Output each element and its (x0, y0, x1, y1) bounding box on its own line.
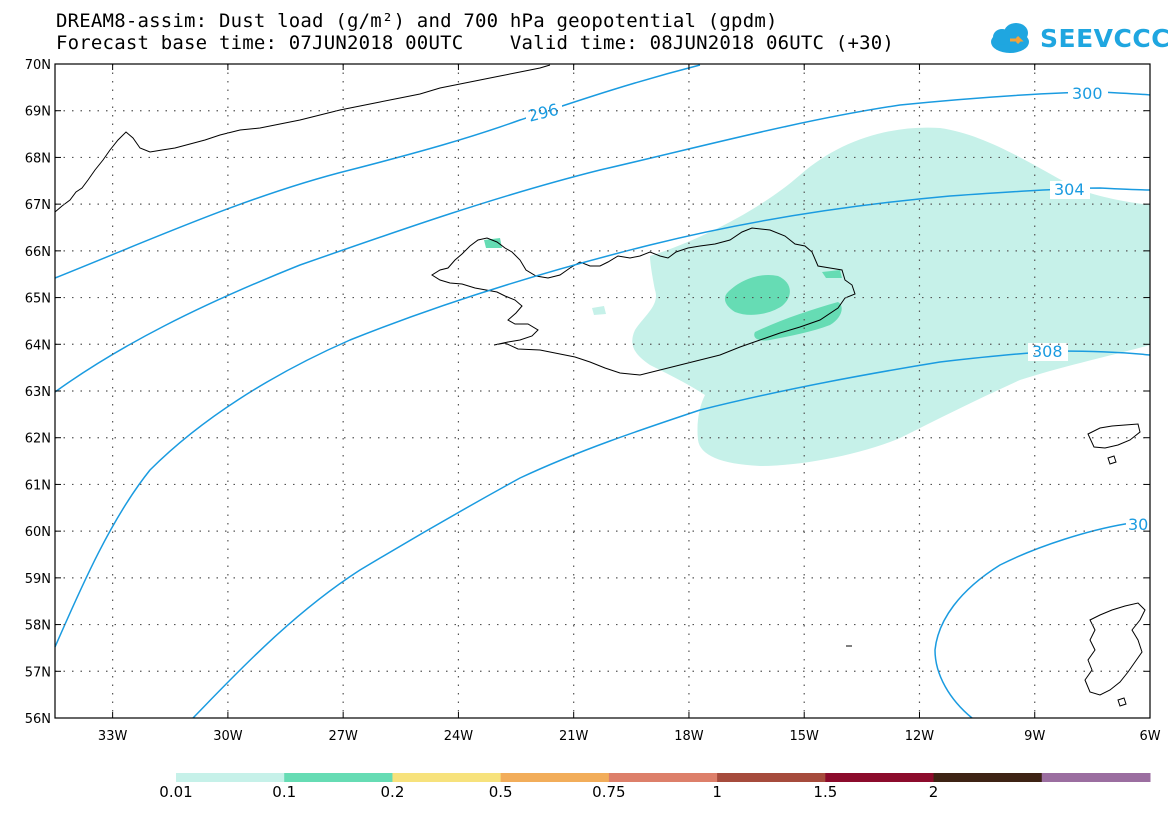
dust-area-0.1-southeast (754, 302, 842, 341)
latitude-label: 59N (25, 572, 51, 587)
contour-label-308: 308 (1032, 342, 1063, 361)
latitude-label: 57N (25, 665, 51, 680)
longitude-label: 21W (559, 729, 589, 744)
dust-patch-0.01-west (592, 306, 606, 315)
latitude-label: 62N (25, 432, 51, 447)
colorbar-segment (284, 773, 393, 782)
colorbar-segment (933, 773, 1043, 782)
colorbar-segment (1041, 773, 1151, 782)
coastlines (54, 64, 1146, 707)
colorbar-label: 1.5 (813, 783, 838, 801)
contour-label-bg (1068, 85, 1108, 103)
contour-304 (54, 187, 1151, 648)
dust-area-0.1-east (822, 270, 842, 278)
latitude-label: 67N (25, 198, 51, 213)
latitude-label: 58N (25, 619, 51, 634)
axis-ticks (55, 63, 1151, 719)
latitude-labels: 70N 69N 68N 67N 66N 65N 64N 63N 62N 61N 60N 59N 58N 5… (25, 58, 51, 727)
latitude-label: 63N (25, 385, 51, 400)
cloud-icon (991, 23, 1029, 53)
contour-300 (54, 91, 1151, 393)
coastline-iceland (431, 227, 856, 376)
longitude-label: 33W (98, 729, 128, 744)
longitude-label: 27W (328, 729, 358, 744)
coastline-scotland (1084, 602, 1146, 696)
coastline-greenland (54, 64, 551, 213)
colorbar-segment (608, 773, 718, 782)
latitude-label: 69N (25, 105, 51, 120)
coastline-scotland-islet (1117, 697, 1127, 707)
contour-308 (192, 350, 1151, 719)
contour-label-304: 304 (1054, 180, 1085, 199)
dust-area-0.1-northwest (484, 238, 502, 248)
colorbar-label: 0.01 (159, 783, 193, 801)
colorbar-label: 2 (928, 783, 939, 801)
latitude-label: 66N (25, 245, 51, 260)
colorbar-segment (392, 773, 502, 782)
dust-area-0.1-interior (724, 274, 790, 315)
colorbar-segment (500, 773, 610, 782)
longitude-label: 9W (1024, 729, 1045, 744)
colorbar-label: 0.2 (380, 783, 405, 801)
coastline-faroe-islet (1107, 455, 1117, 465)
contour-label-312: 30 (1128, 515, 1148, 534)
chart-title-line2: Forecast base time: 07JUN2018 00UTC Vali… (56, 32, 895, 54)
longitude-label: 15W (790, 729, 820, 744)
contour-label-bg (1028, 343, 1068, 361)
contour-label-300: 300 (1072, 84, 1103, 103)
latitude-label: 64N (25, 338, 51, 353)
latitude-label: 65N (25, 292, 51, 307)
dust-load-shading (484, 127, 1150, 466)
colorbar-label: 0.5 (488, 783, 513, 801)
colorbar-segment (717, 773, 826, 782)
graticule (55, 64, 1150, 718)
longitude-label: 18W (674, 729, 704, 744)
colorbar-label: 0.75 (592, 783, 626, 801)
latitude-label: 68N (25, 151, 51, 166)
contour-label-bg (526, 103, 562, 121)
latitude-label: 60N (25, 525, 51, 540)
latitude-label: 70N (25, 58, 51, 73)
seevccc-logo (991, 23, 1029, 53)
chart-title-line1: DREAM8-assim: Dust load (g/m²) and 700 h… (56, 10, 778, 32)
contour-labels: 296 300 304 308 30 (526, 84, 1150, 534)
latitude-label: 61N (25, 478, 51, 493)
colorbar-label: 1 (712, 783, 722, 801)
longitude-labels: 33W 30W 27W 24W 21W 18W 15W 12W 9W 6W (98, 729, 1161, 744)
contour-label-bg (1050, 181, 1090, 199)
logo-text: SEEVCCC (1040, 24, 1171, 53)
longitude-label: 30W (213, 729, 243, 744)
longitude-label: 6W (1139, 729, 1160, 744)
dust-area-0.01 (632, 127, 1150, 466)
contour-312 (934, 521, 1151, 719)
contour-label-bg (1126, 514, 1150, 532)
contour-296 (54, 64, 701, 279)
longitude-label: 24W (444, 729, 474, 744)
coastline-faroe (1087, 423, 1141, 449)
colorbar-label: 0.1 (272, 783, 297, 801)
latitude-label: 56N (25, 712, 51, 727)
colorbar (176, 773, 1151, 782)
longitude-label: 12W (905, 729, 935, 744)
colorbar-segment (825, 773, 935, 782)
colorbar-segment (176, 773, 285, 782)
